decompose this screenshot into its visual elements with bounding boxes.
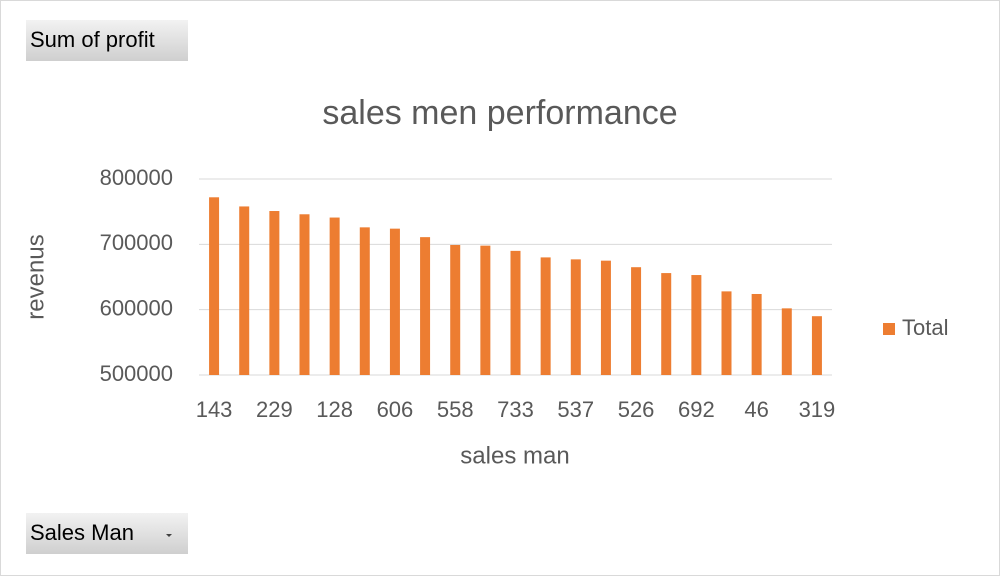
x-tick-label: 692 <box>678 397 715 422</box>
axis-field-label: Sales Man <box>30 520 134 545</box>
legend-label: Total <box>902 315 948 340</box>
y-tick-label: 500000 <box>100 361 173 386</box>
x-tick-label: 319 <box>799 397 836 422</box>
bar <box>329 217 340 375</box>
bar <box>751 293 762 375</box>
bar <box>631 267 642 375</box>
value-field-button[interactable]: Sum of profit <box>26 20 188 61</box>
dropdown-arrow <box>166 534 172 537</box>
chart-title: sales men performance <box>322 94 677 132</box>
x-tick-label: 143 <box>196 397 233 422</box>
bar <box>450 244 461 375</box>
bar <box>269 211 280 375</box>
x-tick-label: 526 <box>618 397 655 422</box>
bar <box>540 257 551 375</box>
bar <box>209 197 220 375</box>
x-tick-label: 128 <box>316 397 353 422</box>
legend-swatch <box>883 323 895 335</box>
x-axis-title: sales man <box>460 442 569 469</box>
bar <box>359 227 370 375</box>
bar <box>721 291 732 375</box>
x-tick-label: 558 <box>437 397 474 422</box>
bar <box>239 206 250 375</box>
value-field-label: Sum of profit <box>30 27 155 52</box>
y-axis-title: revenus <box>22 234 49 319</box>
bar <box>661 273 672 375</box>
bar <box>570 259 581 375</box>
y-tick-label: 700000 <box>100 230 173 255</box>
bar <box>510 250 521 375</box>
x-tick-label: 46 <box>744 397 768 422</box>
button-background <box>26 20 188 61</box>
button-background <box>26 513 188 554</box>
x-tick-label: 229 <box>256 397 293 422</box>
x-tick-label: 733 <box>497 397 534 422</box>
y-tick-label: 600000 <box>100 295 173 320</box>
bar <box>389 228 400 375</box>
bar <box>480 245 491 375</box>
x-tick-label: 606 <box>377 397 414 422</box>
bar <box>600 260 611 375</box>
bar <box>811 316 822 375</box>
bar <box>299 214 310 375</box>
y-tick-label: 800000 <box>100 165 173 190</box>
bar <box>420 237 431 375</box>
bar <box>691 275 702 375</box>
bar <box>781 308 792 375</box>
x-tick-label: 537 <box>557 397 594 422</box>
axis-field-button[interactable]: Sales Man <box>26 513 188 554</box>
